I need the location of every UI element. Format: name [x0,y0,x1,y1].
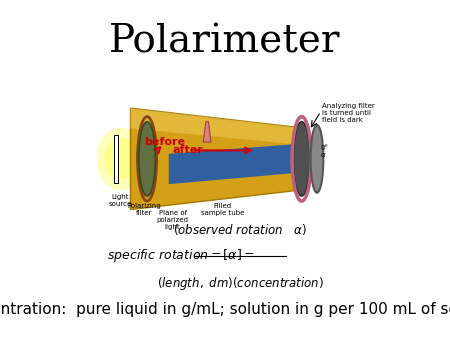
Polygon shape [203,122,211,142]
Circle shape [97,128,143,189]
Text: Polarizing
filter: Polarizing filter [128,203,162,216]
Ellipse shape [139,122,155,196]
Circle shape [105,139,135,179]
Text: Filled
sample tube: Filled sample tube [201,203,244,216]
Text: α: α [321,152,325,158]
Ellipse shape [293,122,310,196]
Text: $\mathit{(length,\ dm)(concentration)}$: $\mathit{(length,\ dm)(concentration)}$ [157,275,324,292]
Text: Analyzing filter
is turned until
field is dark: Analyzing filter is turned until field i… [322,103,375,123]
Text: $\mathit{specific\ rotation} = [\alpha] = $: $\mathit{specific\ rotation} = [\alpha] … [108,247,255,264]
Polygon shape [114,135,118,183]
Polygon shape [130,108,307,210]
Polygon shape [130,108,307,145]
Text: 0°: 0° [321,145,329,151]
Text: $\mathit{(observed\ rotation\ \ \ \alpha)}$: $\mathit{(observed\ rotation\ \ \ \alpha… [173,222,307,237]
Text: Light
source: Light source [108,194,132,207]
Polygon shape [169,144,302,184]
Text: before: before [144,137,185,147]
Text: after: after [173,145,203,155]
Ellipse shape [310,125,324,193]
Text: Concentration:  pure liquid in g/mL; solution in g per 100 mL of solvent: Concentration: pure liquid in g/mL; solu… [0,302,450,317]
Text: Polarimeter: Polarimeter [109,24,341,61]
Text: Plane of
polarized
light: Plane of polarized light [157,210,189,230]
